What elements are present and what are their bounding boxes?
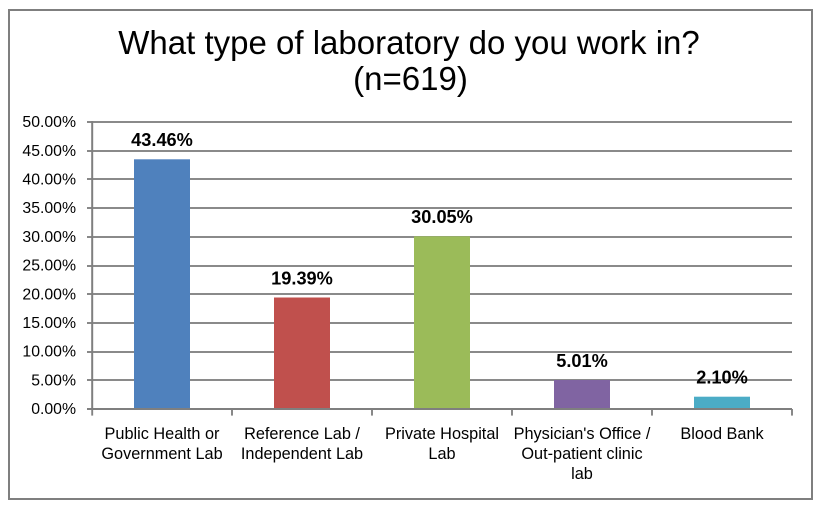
svg-text:(n=619): (n=619) <box>353 60 468 97</box>
svg-text:30.00%: 30.00% <box>22 229 76 246</box>
svg-text:Out-patient clinic: Out-patient clinic <box>521 445 642 463</box>
svg-text:What type of laboratory do you: What type of laboratory do you work in? <box>118 24 699 61</box>
svg-text:20.00%: 20.00% <box>22 286 76 303</box>
svg-text:19.39%: 19.39% <box>271 268 333 288</box>
svg-text:Private Hospital: Private Hospital <box>385 425 499 443</box>
svg-text:15.00%: 15.00% <box>22 315 76 332</box>
svg-text:Government Lab: Government Lab <box>101 445 222 463</box>
svg-text:5.01%: 5.01% <box>556 351 608 371</box>
svg-text:35.00%: 35.00% <box>22 200 76 217</box>
svg-text:30.05%: 30.05% <box>411 207 473 227</box>
svg-text:Public Health or: Public Health or <box>105 425 221 443</box>
svg-text:Independent Lab: Independent Lab <box>241 445 363 463</box>
svg-text:50.00%: 50.00% <box>22 114 76 131</box>
svg-text:Lab: Lab <box>428 445 455 463</box>
svg-text:0.00%: 0.00% <box>31 401 76 418</box>
svg-text:25.00%: 25.00% <box>22 258 76 275</box>
svg-text:40.00%: 40.00% <box>22 172 76 189</box>
svg-text:lab: lab <box>571 465 593 483</box>
svg-text:5.00%: 5.00% <box>31 372 76 389</box>
svg-text:Reference Lab /: Reference Lab / <box>244 425 360 443</box>
svg-text:Blood Bank: Blood Bank <box>680 425 764 443</box>
svg-text:43.46%: 43.46% <box>131 130 193 150</box>
svg-text:Physician's Office /: Physician's Office / <box>514 425 651 443</box>
svg-text:45.00%: 45.00% <box>22 143 76 160</box>
svg-text:2.10%: 2.10% <box>696 368 748 388</box>
svg-text:10.00%: 10.00% <box>22 344 76 361</box>
